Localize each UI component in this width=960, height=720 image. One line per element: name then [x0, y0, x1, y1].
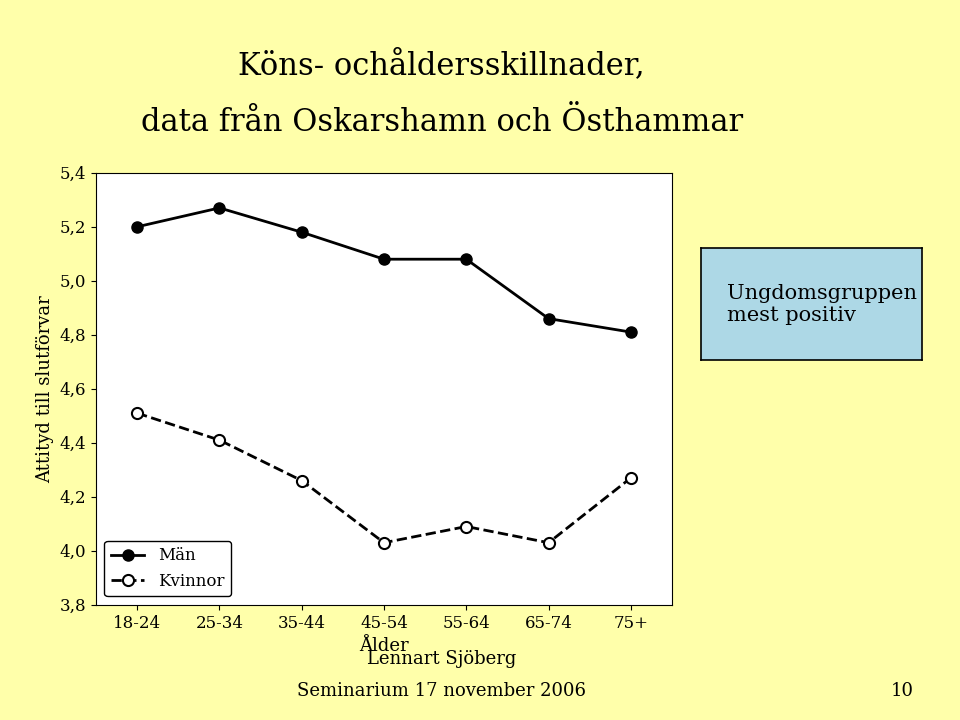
Text: Ungdomsgruppen
mest positiv: Ungdomsgruppen mest positiv: [728, 284, 918, 325]
Text: Seminarium 17 november 2006: Seminarium 17 november 2006: [297, 683, 587, 700]
Y-axis label: Attityd till slutförvar: Attityd till slutförvar: [36, 295, 54, 482]
Text: data från Oskarshamn och Östhammar: data från Oskarshamn och Östhammar: [140, 107, 743, 138]
Text: 10: 10: [891, 683, 914, 700]
X-axis label: Ålder: Ålder: [359, 637, 409, 655]
Text: Lennart Sjöberg: Lennart Sjöberg: [367, 649, 516, 668]
Text: Köns- ochåldersskillnader,: Köns- ochåldersskillnader,: [238, 49, 645, 81]
Legend: Män, Kvinnor: Män, Kvinnor: [105, 541, 230, 596]
